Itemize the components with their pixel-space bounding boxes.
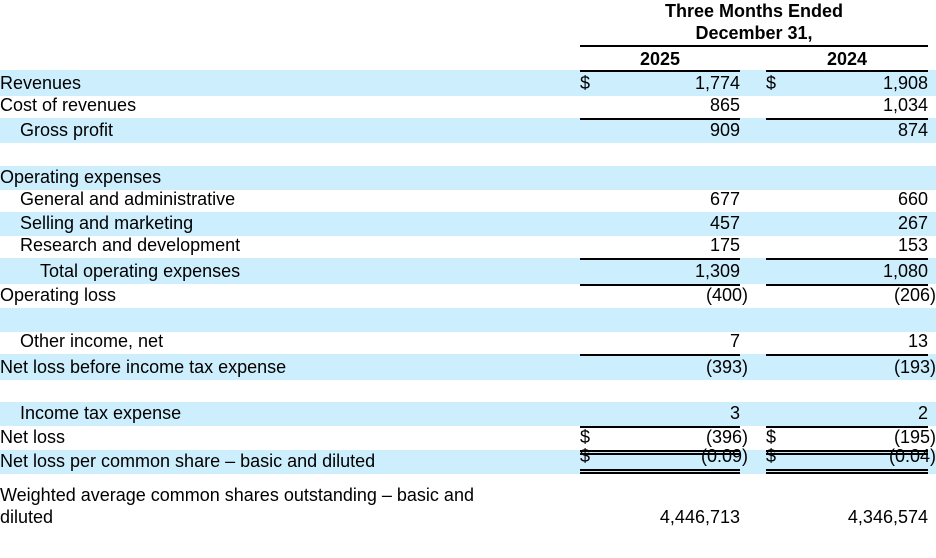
value-2025: 4,446,713	[580, 484, 740, 530]
row-label: Income tax expense	[20, 403, 182, 423]
value: (193)	[893, 357, 936, 377]
section-label: Operating expenses	[0, 167, 162, 187]
value-2025: 1,309	[580, 258, 740, 284]
year-2025: 2025	[639, 49, 681, 69]
value: 3	[729, 403, 740, 423]
value: (0.09)	[700, 446, 748, 466]
value-2025: 175	[580, 235, 740, 258]
value: 865	[709, 95, 740, 115]
value: (393)	[705, 357, 748, 377]
row-label: Gross profit	[20, 120, 114, 140]
value-2025: $ (0.09)	[580, 446, 748, 474]
value-2025: 909	[580, 118, 740, 143]
value-2025: $ (396)	[580, 426, 748, 450]
table-row-net-loss-before-tax: Net loss before income tax expense (393)…	[0, 354, 936, 380]
dollar-sign: $	[580, 427, 591, 447]
table-row-net-loss-per-share: Net loss per common share – basic and di…	[0, 446, 936, 474]
value-2024: (193)	[766, 354, 936, 380]
row-label: Net loss	[0, 427, 66, 447]
table-row-cost-of-revenues: Cost of revenues 865 1,034	[0, 95, 936, 118]
table-row-operating-expenses: Operating expenses	[0, 166, 936, 190]
table-row-selling-marketing: Selling and marketing 457 267	[0, 212, 936, 236]
table-row-weighted-shares: Weighted average common shares outstandi…	[0, 484, 936, 530]
dollar-sign: $	[766, 427, 777, 447]
value: 4,346,574	[847, 507, 928, 527]
value-2024: 267	[766, 212, 928, 236]
value: 874	[897, 120, 928, 140]
value: (206)	[893, 285, 936, 305]
row-label-continued: diluted	[0, 507, 54, 527]
value-2024: 153	[766, 235, 928, 258]
row-label: Cost of revenues	[0, 95, 137, 115]
value: 13	[907, 331, 928, 351]
row-label: General and administrative	[20, 189, 236, 209]
value-2024: 1,080	[766, 258, 928, 284]
header-rule	[580, 45, 928, 47]
value-2025: (400)	[580, 284, 748, 308]
dollar-sign: $	[580, 446, 591, 466]
table-row-income-tax: Income tax expense 3 2	[0, 402, 936, 426]
value-2024: (206)	[766, 284, 936, 308]
table-row-other-income: Other income, net 7 13	[0, 331, 936, 354]
row-label: Net loss before income tax expense	[0, 357, 287, 377]
value-2025: $1,774	[580, 70, 740, 96]
value: 1,774	[694, 73, 740, 93]
row-label: Net loss per common share – basic and di…	[0, 451, 376, 471]
value: 457	[709, 213, 740, 233]
value: (195)	[893, 427, 936, 447]
value: 677	[709, 189, 740, 209]
row-label: Research and development	[20, 235, 241, 255]
value: 153	[897, 235, 928, 255]
value-2024: $ (0.04)	[766, 446, 936, 474]
value: 1,309	[694, 261, 740, 281]
value: 1,034	[882, 95, 928, 115]
value: 7	[729, 331, 740, 351]
period-title: Three Months Ended	[664, 1, 843, 21]
value-2025: (393)	[580, 354, 748, 380]
value: (0.04)	[888, 446, 936, 466]
value-2024: 4,346,574	[766, 484, 928, 530]
value: 4,446,713	[659, 507, 740, 527]
spacer-row	[0, 308, 936, 332]
value: 1,908	[882, 73, 928, 93]
value: 267	[897, 213, 928, 233]
value: 1,080	[882, 261, 928, 281]
dollar-sign: $	[580, 73, 591, 93]
value: 909	[709, 120, 740, 140]
row-label: Operating loss	[0, 285, 117, 305]
period-date: December 31,	[695, 23, 813, 43]
value: (396)	[705, 427, 748, 447]
value: 660	[897, 189, 928, 209]
row-label: Other income, net	[20, 331, 164, 351]
value-2024: $1,908	[766, 70, 928, 96]
row-label: Selling and marketing	[20, 213, 194, 233]
value-2025: 677	[580, 189, 740, 212]
year-2024: 2024	[826, 49, 868, 69]
table-row-total-operating-expenses: Total operating expenses 1,309 1,080	[0, 258, 936, 284]
value-2025: 865	[580, 95, 740, 118]
value-2024: 874	[766, 118, 928, 143]
value-2024: 1,034	[766, 95, 928, 118]
value-2024: 660	[766, 189, 928, 212]
table-row-gross-profit: Gross profit 909 874	[0, 118, 936, 143]
table-row-research-development: Research and development 175 153	[0, 235, 936, 258]
dollar-sign: $	[766, 73, 777, 93]
value-2024: 2	[766, 402, 928, 426]
value-2025: 7	[580, 331, 740, 354]
row-label: Weighted average common shares outstandi…	[0, 485, 474, 505]
table-row-operating-loss: Operating loss (400) (206)	[0, 284, 936, 308]
table-row-general-administrative: General and administrative 677 660	[0, 189, 936, 212]
table-row-net-loss: Net loss $ (396) $ (195)	[0, 426, 936, 450]
table-row-revenues: Revenues $1,774 $1,908	[0, 70, 936, 96]
value-2024: $ (195)	[766, 426, 936, 450]
value-2025: 457	[580, 212, 740, 236]
row-label: Revenues	[0, 73, 82, 93]
value: (400)	[705, 285, 748, 305]
dollar-sign: $	[766, 446, 777, 466]
value: 175	[709, 235, 740, 255]
value-2024: 13	[766, 331, 928, 354]
value: 2	[917, 403, 928, 423]
row-label: Total operating expenses	[40, 261, 241, 281]
value-2025: 3	[580, 402, 740, 426]
